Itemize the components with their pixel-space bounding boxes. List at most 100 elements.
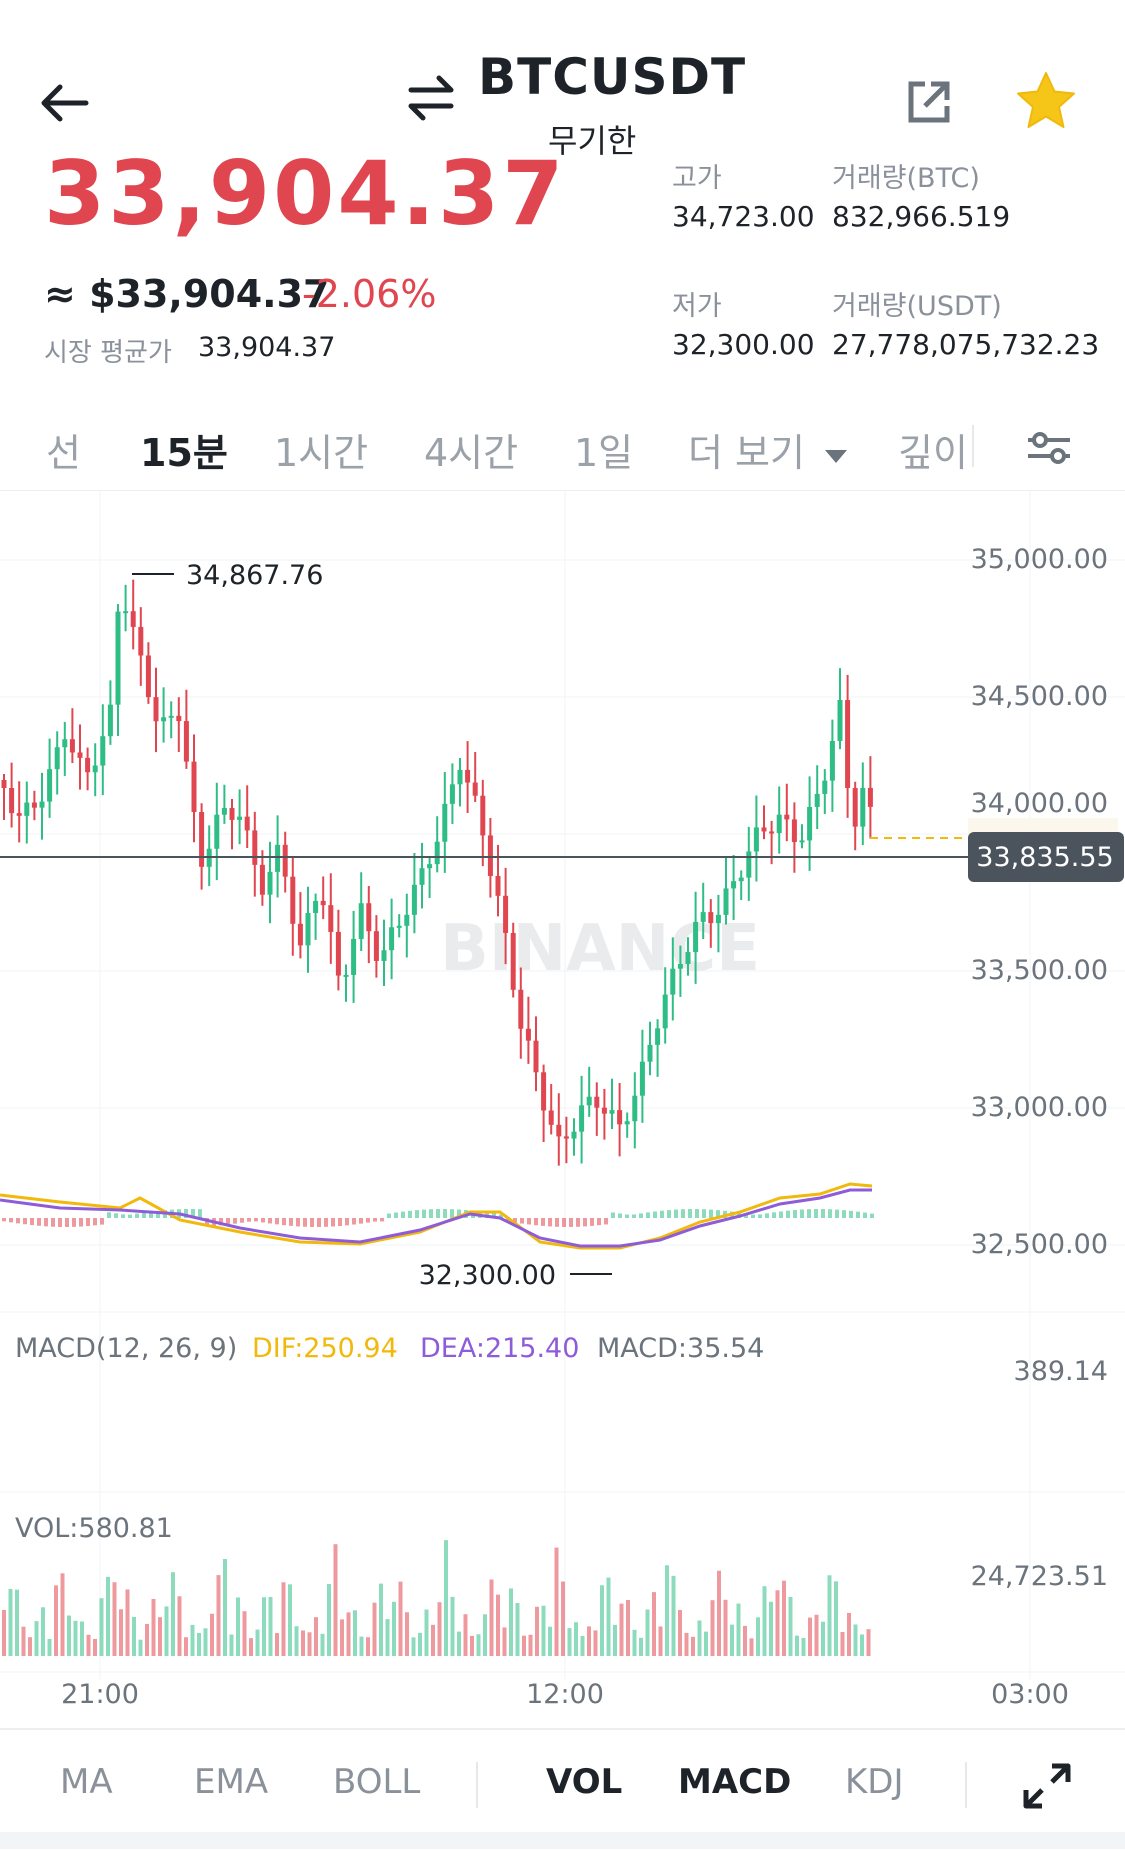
- macd-bar: [401, 1211, 405, 1218]
- candle-body: [639, 1061, 645, 1096]
- volume-bar: [606, 1577, 611, 1656]
- macd-bar: [611, 1212, 615, 1218]
- macd-bar: [394, 1212, 398, 1218]
- candle-body: [601, 1107, 607, 1114]
- macd-bar: [751, 1214, 755, 1218]
- macd-bar: [100, 1218, 104, 1225]
- volume-bar: [164, 1606, 169, 1656]
- macd-bar: [282, 1218, 286, 1226]
- macd-bar: [352, 1218, 356, 1225]
- volume-bar: [697, 1620, 702, 1656]
- volume-bar: [619, 1603, 624, 1656]
- volume-bar: [41, 1607, 45, 1656]
- tab-1d[interactable]: 1일: [574, 431, 634, 475]
- candle-body: [396, 925, 402, 928]
- chart-settings-icon[interactable]: [1024, 428, 1074, 468]
- swap-icon[interactable]: [405, 70, 457, 126]
- volume-bar: [769, 1601, 773, 1656]
- candle-body: [145, 655, 151, 698]
- candle-body: [655, 1028, 661, 1045]
- candle-body: [518, 989, 524, 1029]
- tab-more[interactable]: 더 보기: [688, 422, 849, 477]
- candle-body: [221, 808, 227, 815]
- candle-body: [525, 1028, 531, 1041]
- candle-body: [404, 914, 410, 926]
- indicator-ma[interactable]: MA: [60, 1762, 113, 1802]
- volume-bar: [418, 1632, 422, 1656]
- volume-bar: [801, 1637, 806, 1656]
- macd-bar: [303, 1218, 307, 1227]
- chart-grid: [0, 490, 1125, 1680]
- macd-bar: [772, 1212, 776, 1218]
- time-axis-label: 12:00: [526, 1679, 604, 1710]
- macd-bar: [758, 1214, 762, 1218]
- tab-15m[interactable]: 15분: [140, 431, 228, 475]
- low-annotation: 32,300.00: [419, 1260, 556, 1291]
- volume-bar: [346, 1612, 351, 1656]
- macd-bar: [205, 1218, 209, 1227]
- volume-bar: [743, 1625, 747, 1656]
- candle-body: [419, 868, 425, 885]
- candle-body: [472, 782, 478, 796]
- macd-bar: [359, 1218, 363, 1224]
- volume-bar: [658, 1626, 663, 1656]
- macd-bar: [191, 1209, 195, 1218]
- volume-bar: [372, 1602, 377, 1656]
- volume-bar: [704, 1631, 708, 1656]
- candle-body: [753, 827, 759, 852]
- tab-depth[interactable]: 깊이: [898, 431, 968, 475]
- macd-bar: [800, 1209, 804, 1218]
- fullscreen-expand-icon[interactable]: [1022, 1762, 1072, 1810]
- candle-body: [860, 787, 866, 827]
- volume-bar: [853, 1624, 858, 1656]
- tab-4h[interactable]: 4시간: [424, 431, 519, 475]
- volume-bar: [814, 1614, 819, 1656]
- volume-usdt-value: 27,778,075,732.23: [832, 328, 1100, 361]
- volume-usdt-label: 거래량(USDT): [832, 291, 1002, 322]
- candle-body: [381, 950, 387, 961]
- symbol-title[interactable]: BTCUSDT: [478, 48, 747, 106]
- volume-bar: [496, 1594, 500, 1656]
- volume-bar: [548, 1626, 552, 1656]
- macd-bar: [23, 1218, 27, 1225]
- candlestick-chart[interactable]: BINANCE 33,835.55 35,000.00 34,500.00 34…: [0, 490, 1125, 1720]
- volume-bar: [236, 1597, 240, 1656]
- macd-value-label: MACD:35.54: [597, 1333, 764, 1364]
- indicator-macd[interactable]: MACD: [678, 1762, 792, 1802]
- volume-bar: [145, 1623, 149, 1656]
- price-change-percent: -2.06%: [302, 272, 437, 316]
- candle-body: [731, 881, 737, 889]
- volume-bar: [229, 1634, 234, 1656]
- macd-bar: [597, 1218, 601, 1226]
- volume-bar: [860, 1634, 864, 1656]
- volume-bar: [483, 1614, 487, 1656]
- tab-1h[interactable]: 1시간: [274, 431, 369, 475]
- candle-body: [867, 787, 873, 807]
- macd-bar: [107, 1212, 111, 1218]
- share-icon[interactable]: [905, 78, 953, 126]
- macd-bar: [765, 1213, 769, 1218]
- price-axis-label: 32,500.00: [971, 1229, 1108, 1260]
- volume-bar: [444, 1540, 448, 1656]
- candle-body: [343, 974, 349, 977]
- candle-body: [822, 780, 828, 794]
- indicator-kdj[interactable]: KDJ: [845, 1762, 904, 1802]
- volume-bar: [665, 1565, 669, 1656]
- favorite-star-icon[interactable]: [1015, 70, 1077, 130]
- volume-axis-max: 24,723.51: [971, 1561, 1108, 1592]
- candle-body: [229, 808, 235, 820]
- macd-bar: [436, 1209, 440, 1218]
- macd-bar: [618, 1213, 622, 1218]
- candle-body: [533, 1040, 539, 1073]
- indicator-boll[interactable]: BOLL: [333, 1762, 421, 1802]
- candles-layer: [1, 579, 873, 1166]
- tab-line[interactable]: 선: [46, 431, 81, 475]
- back-arrow-icon[interactable]: [34, 78, 94, 128]
- indicator-vol[interactable]: VOL: [546, 1762, 623, 1802]
- candle-body: [153, 697, 159, 722]
- macd-bar: [37, 1218, 41, 1226]
- volume-bar: [47, 1638, 52, 1656]
- indicator-ema[interactable]: EMA: [194, 1762, 269, 1802]
- volume-bar: [301, 1630, 305, 1656]
- current-price-tag-text: 33,835.55: [976, 842, 1113, 873]
